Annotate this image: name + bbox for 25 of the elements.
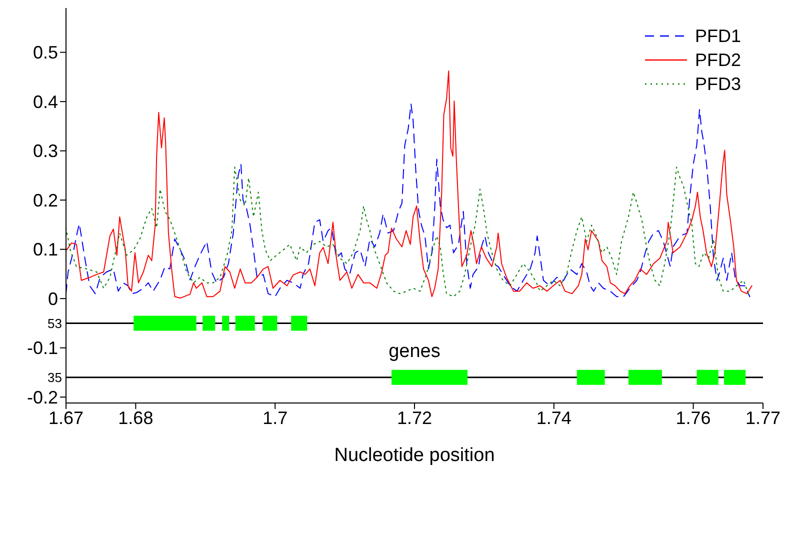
y-tick-label: 0.3 <box>32 141 58 162</box>
x-axis-title: Nucleotide position <box>334 445 495 466</box>
y-tick-label: 0.2 <box>32 190 58 210</box>
x-tick-label: 1.77 <box>745 408 781 428</box>
x-tick-label: 1.74 <box>536 408 572 428</box>
y-tick-label: -0.2 <box>26 387 58 408</box>
legend-label: PFD1 <box>694 26 741 46</box>
annotation: genes <box>388 341 440 362</box>
y-tick-label: 0.4 <box>32 92 58 112</box>
y-tick-label: -0.1 <box>26 338 58 358</box>
y-tick-label: 0 <box>48 288 58 309</box>
x-tick-label: 1.7 <box>262 408 288 428</box>
x-tick-label: 1.76 <box>676 408 711 428</box>
y-tick-label: 0.1 <box>32 240 58 260</box>
line-series <box>66 166 749 298</box>
annotation: 53 <box>48 316 62 331</box>
x-tick-label: 1.72 <box>396 408 432 428</box>
legend-label: PFD3 <box>694 74 741 94</box>
line-series <box>66 70 752 299</box>
legend-label: PFD2 <box>694 50 741 70</box>
y-tick-label: 0.5 <box>32 42 58 63</box>
annotation: 35 <box>48 370 62 386</box>
x-tick-label: 1.67 <box>48 408 84 428</box>
line-series <box>66 104 750 298</box>
x-tick-label: 1.68 <box>118 408 154 428</box>
